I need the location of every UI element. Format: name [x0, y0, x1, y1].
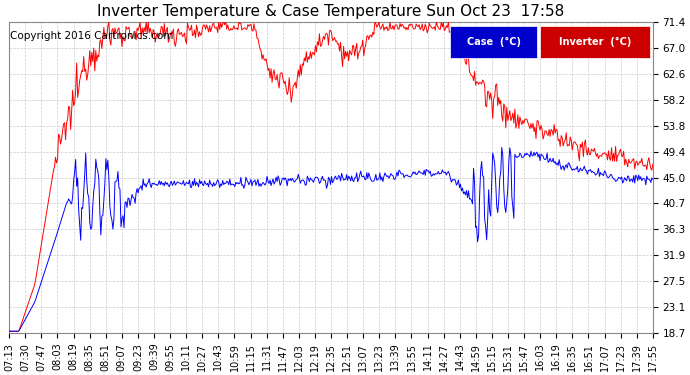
Text: Case  (°C): Case (°C) [466, 37, 520, 47]
FancyBboxPatch shape [540, 26, 650, 57]
Text: Inverter  (°C): Inverter (°C) [559, 37, 631, 47]
FancyBboxPatch shape [450, 26, 537, 57]
Text: Copyright 2016 Cartronics.com: Copyright 2016 Cartronics.com [10, 31, 174, 41]
Title: Inverter Temperature & Case Temperature Sun Oct 23  17:58: Inverter Temperature & Case Temperature … [97, 4, 564, 19]
